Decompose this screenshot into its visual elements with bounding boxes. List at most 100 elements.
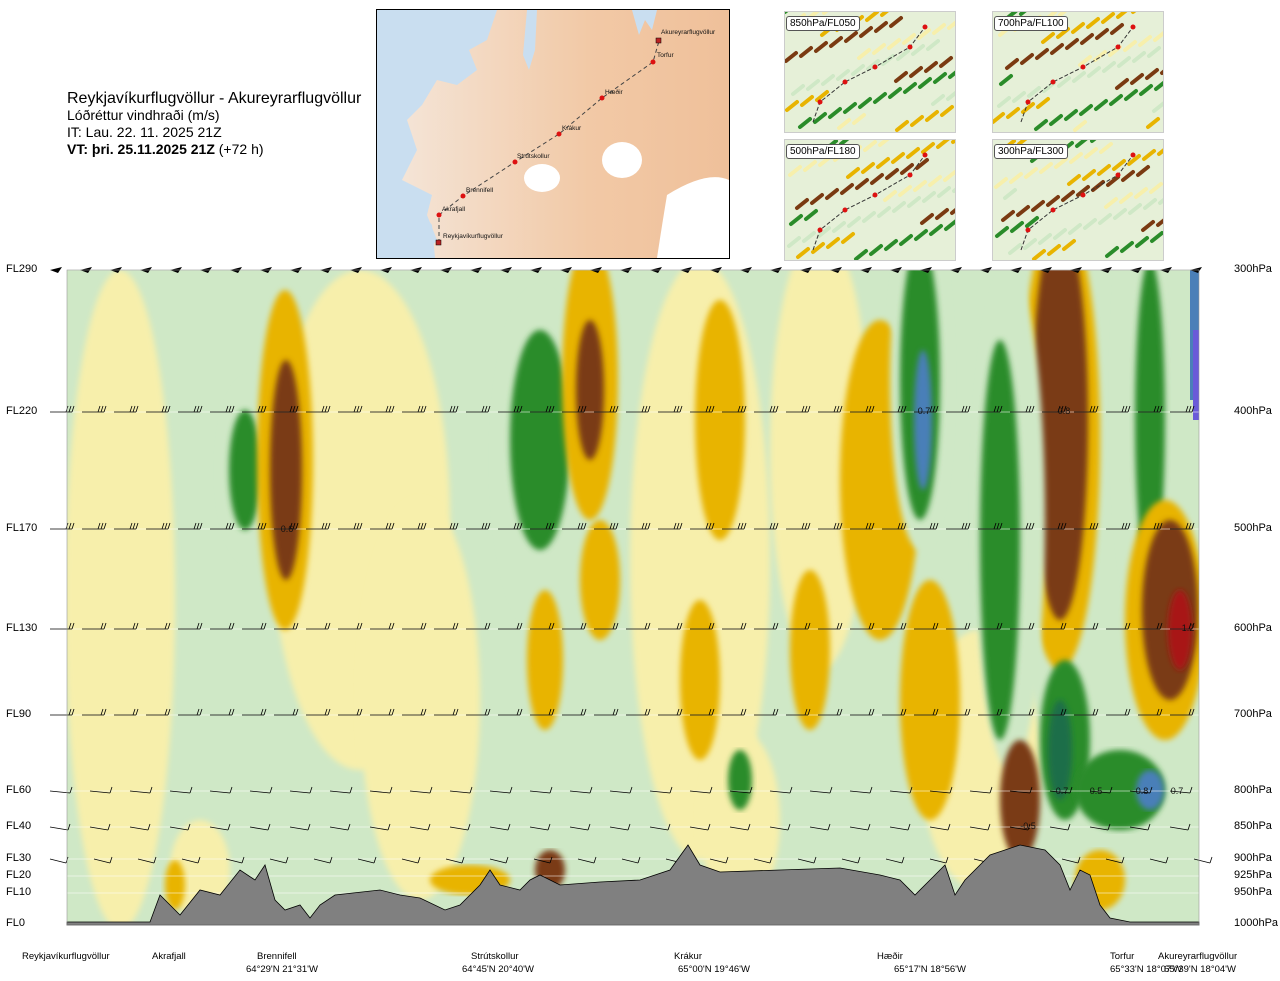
thumbnail-contour bbox=[1057, 76, 1071, 88]
thumbnail-route-point bbox=[1025, 99, 1031, 105]
wind-barb bbox=[529, 823, 551, 831]
pressure-level-label: 300hPa bbox=[1234, 263, 1272, 275]
thumbnail-route bbox=[1020, 154, 1134, 251]
thumbnail-contour bbox=[854, 249, 868, 260]
wind-barb bbox=[729, 786, 753, 794]
wind-barb bbox=[89, 823, 111, 831]
flight-level-label: FL170 bbox=[6, 522, 38, 534]
thumbnail-contour bbox=[1025, 216, 1039, 228]
velocity-contour bbox=[1136, 770, 1164, 810]
thumbnail-contour bbox=[1110, 23, 1124, 35]
thumbnail-contour bbox=[813, 112, 827, 124]
wind-barb bbox=[82, 405, 107, 413]
thumbnail-contour bbox=[1023, 238, 1037, 250]
thumbnail-contour bbox=[910, 115, 924, 127]
thumbnail-contour bbox=[1006, 107, 1020, 119]
wind-barb bbox=[114, 622, 139, 630]
wind-barb bbox=[445, 856, 465, 864]
wind-barb bbox=[722, 405, 747, 413]
wind-barb bbox=[50, 405, 75, 413]
location-coordinates: 65°33'N 18°07'W bbox=[1110, 964, 1182, 975]
wind-barb bbox=[850, 708, 875, 716]
thumbnail-contour bbox=[1046, 195, 1060, 207]
thumbnail-contour bbox=[789, 214, 803, 226]
thumbnail-contour bbox=[1105, 246, 1119, 258]
thumbnail-contour bbox=[926, 39, 940, 51]
wind-barb bbox=[1074, 708, 1099, 716]
thumbnail-contour bbox=[1071, 22, 1085, 34]
wind-barb bbox=[889, 823, 911, 831]
value-annotation: 0.7 bbox=[1171, 786, 1184, 796]
thumbnail-850hpa[interactable]: 850hPa/FL050 bbox=[784, 11, 956, 133]
wind-barb bbox=[769, 823, 791, 831]
pressure-level-label: 1000hPa bbox=[1234, 917, 1279, 929]
wind-barb bbox=[1170, 622, 1195, 630]
location-coordinates: 65°39'N 18°04'W bbox=[1164, 964, 1236, 975]
thumbnail-contour bbox=[863, 140, 877, 152]
wind-barb bbox=[562, 708, 587, 716]
wind-barb bbox=[434, 708, 459, 716]
wind-barb bbox=[978, 405, 1003, 413]
pressure-level-label: 700hPa bbox=[1234, 708, 1272, 720]
thumbnail-contour bbox=[836, 69, 850, 81]
velocity-contour bbox=[790, 570, 830, 730]
thumbnail-contour bbox=[874, 21, 888, 33]
wind-barb bbox=[1010, 405, 1035, 413]
thumbnail-500hpa[interactable]: 500hPa/FL180 bbox=[784, 139, 956, 261]
wind-barb bbox=[594, 405, 619, 413]
thumbnail-contour bbox=[1005, 58, 1019, 70]
wind-barb bbox=[370, 622, 395, 630]
route-map: Akureyrarflugvöllur Torfur Hæðir Krákur … bbox=[376, 9, 730, 259]
valid-time: VT: þri. 25.11.2025 21Z bbox=[67, 141, 215, 157]
thumbnail-contour bbox=[1084, 147, 1098, 159]
thumbnail-contour bbox=[815, 90, 829, 102]
thumbnail-contour bbox=[1099, 142, 1113, 154]
wind-barb bbox=[306, 622, 331, 630]
thumbnail-contour bbox=[1050, 43, 1064, 55]
thumbnail-contour bbox=[1032, 249, 1046, 260]
map-label-reykjavik: Reykjavíkurflugvöllur bbox=[443, 233, 504, 240]
thumbnail-contour bbox=[841, 232, 855, 244]
flight-level-label: FL10 bbox=[6, 886, 32, 898]
wind-barb bbox=[1042, 708, 1067, 716]
thumbnail-300hpa[interactable]: 300hPa/FL300 bbox=[992, 139, 1164, 261]
thumbnail-route-point bbox=[842, 207, 848, 213]
thumbnail-300hpa-label: 300hPa/FL300 bbox=[994, 144, 1068, 159]
wind-barb bbox=[249, 823, 271, 831]
wind-barb bbox=[1105, 856, 1125, 864]
wind-barb bbox=[1170, 405, 1195, 413]
terrain-profile bbox=[66, 844, 1200, 926]
thumbnail-contour bbox=[909, 66, 923, 78]
wind-barb bbox=[626, 522, 651, 530]
thumbnail-contour bbox=[832, 221, 846, 233]
thumbnail-contour bbox=[785, 100, 799, 112]
flight-level-label: FL40 bbox=[6, 820, 32, 832]
thumbnail-contour bbox=[1154, 80, 1163, 91]
thumbnail-route-point bbox=[817, 227, 823, 233]
wind-barb bbox=[49, 823, 71, 831]
thumbnail-contour bbox=[1034, 119, 1048, 131]
thumbnail-contour bbox=[1008, 243, 1022, 255]
wind-barb bbox=[402, 522, 427, 530]
wind-barb bbox=[466, 522, 491, 530]
thumbnail-contour bbox=[1143, 198, 1157, 210]
wind-barb bbox=[1129, 823, 1151, 831]
wind-barb bbox=[1106, 522, 1131, 530]
wind-barb bbox=[409, 786, 433, 794]
thumbnail-contour bbox=[906, 147, 920, 159]
thumbnail-contour bbox=[888, 87, 902, 99]
wind-barb bbox=[818, 708, 843, 716]
wind-barb bbox=[49, 786, 73, 794]
thumbnail-contour bbox=[787, 236, 801, 248]
wind-barb bbox=[129, 823, 151, 831]
wind-barb bbox=[50, 708, 75, 716]
wind-barb bbox=[529, 786, 553, 794]
wind-barb bbox=[722, 622, 747, 630]
thumbnail-700hpa[interactable]: 700hPa/FL100 bbox=[992, 11, 1164, 133]
thumbnail-contour bbox=[1027, 86, 1041, 98]
wind-barb bbox=[370, 708, 395, 716]
velocity-contour bbox=[900, 580, 960, 820]
thumbnail-contour bbox=[799, 46, 813, 58]
thumbnail-contour bbox=[1097, 164, 1111, 176]
wind-barb bbox=[786, 405, 811, 413]
